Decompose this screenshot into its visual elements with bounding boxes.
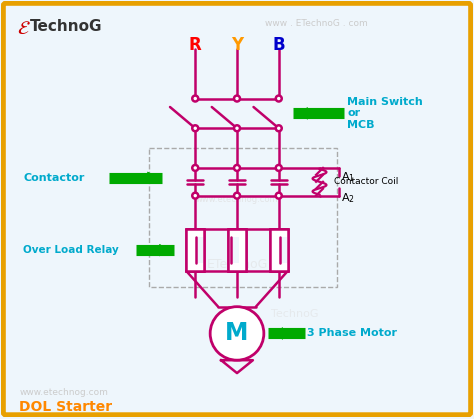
Text: Y: Y	[231, 36, 243, 54]
Text: A$_1$: A$_1$	[341, 170, 356, 184]
Bar	[228, 229, 246, 271]
FancyBboxPatch shape	[3, 3, 471, 415]
Circle shape	[276, 165, 282, 171]
Text: www.etechnog.com: www.etechnog.com	[196, 195, 278, 204]
Text: Contactor Coil: Contactor Coil	[335, 177, 399, 186]
Text: Main Switch: Main Switch	[347, 96, 423, 106]
Text: or: or	[347, 109, 360, 119]
Text: B: B	[273, 36, 285, 54]
Circle shape	[234, 96, 240, 101]
Text: R: R	[189, 36, 201, 54]
Circle shape	[234, 125, 240, 131]
Text: A$_2$: A$_2$	[341, 192, 355, 205]
Bar	[228, 229, 246, 271]
Circle shape	[192, 165, 198, 171]
Bar	[186, 229, 204, 271]
Circle shape	[276, 125, 282, 131]
Text: MCB: MCB	[347, 120, 375, 130]
Text: $\mathcal{E}$: $\mathcal{E}$	[17, 19, 31, 38]
Text: 3 Phase Motor: 3 Phase Motor	[307, 328, 397, 339]
Text: www . ETechnoG . com: www . ETechnoG . com	[265, 19, 367, 28]
Text: www.etechnog.com: www.etechnog.com	[19, 388, 108, 397]
Bar	[148, 148, 337, 287]
Bar	[186, 229, 204, 271]
Bar	[280, 237, 287, 263]
Bar	[196, 237, 203, 263]
Circle shape	[192, 193, 198, 199]
Circle shape	[234, 193, 240, 199]
Text: ETechnoG: ETechnoG	[206, 258, 268, 271]
Text: M: M	[225, 321, 249, 345]
Text: Contactor: Contactor	[23, 173, 85, 183]
Bar	[270, 229, 288, 271]
Circle shape	[210, 307, 264, 360]
Bar	[270, 229, 288, 271]
Text: TechnoG: TechnoG	[271, 309, 319, 318]
Text: Over Load Relay: Over Load Relay	[23, 245, 119, 255]
Circle shape	[192, 96, 198, 101]
Circle shape	[276, 193, 282, 199]
Circle shape	[192, 125, 198, 131]
Bar	[231, 237, 239, 263]
Circle shape	[276, 96, 282, 101]
Circle shape	[234, 165, 240, 171]
Text: DOL Starter: DOL Starter	[19, 400, 112, 414]
Text: TechnoG: TechnoG	[30, 19, 103, 34]
